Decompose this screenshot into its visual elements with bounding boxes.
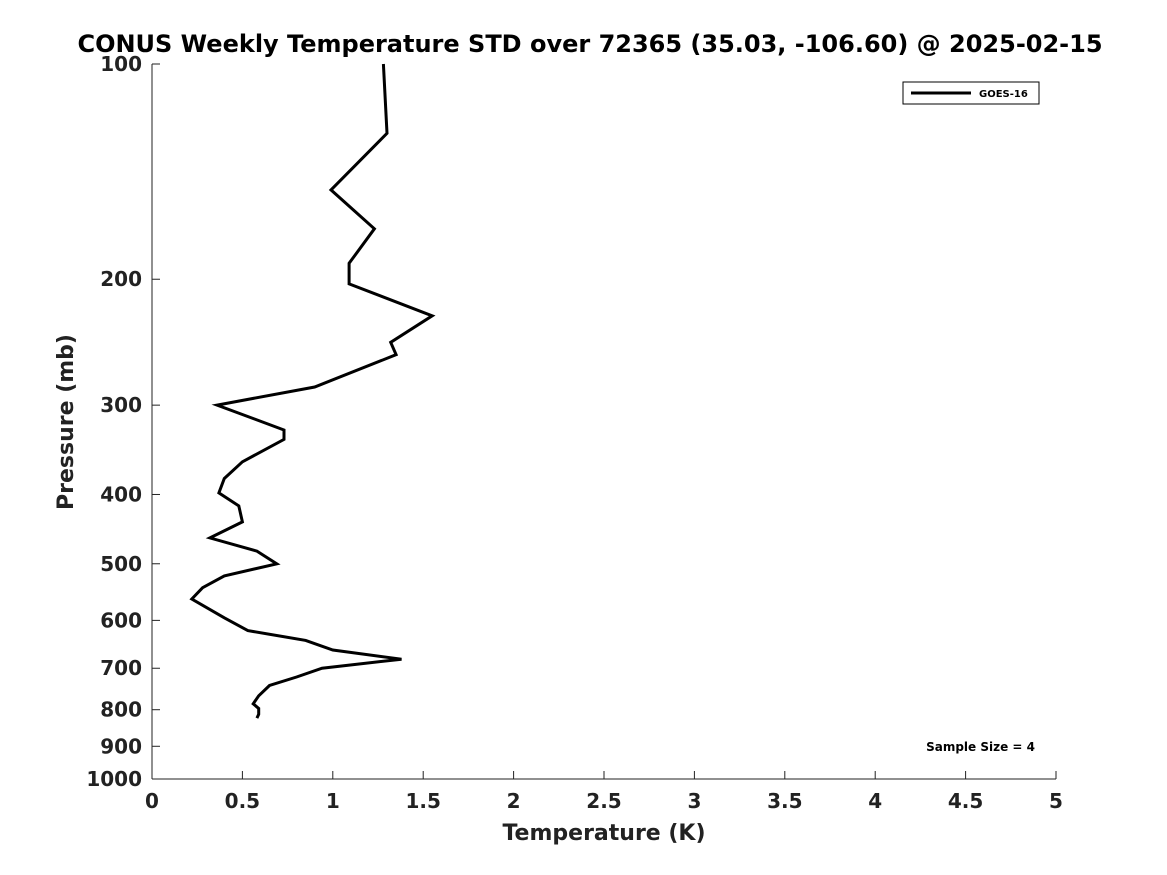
x-tick-label: 0: [145, 789, 159, 813]
y-axis-ticks: 100 200 300 400 500 600 700 800 900 1000: [86, 52, 160, 791]
y-tick-label: 100: [100, 52, 142, 76]
y-tick-label: 500: [100, 552, 142, 576]
x-tick-label: 1: [326, 789, 340, 813]
x-tick-label: 0.5: [225, 789, 260, 813]
x-tick-label: 5: [1049, 789, 1063, 813]
x-tick-label: 3: [687, 789, 701, 813]
y-tick-label: 900: [100, 734, 142, 758]
y-axis-label: Pressure (mb): [54, 334, 79, 510]
x-tick-label: 4: [868, 789, 882, 813]
chart-title: CONUS Weekly Temperature STD over 72365 …: [77, 30, 1102, 58]
y-tick-label: 700: [100, 656, 142, 680]
x-tick-label: 2: [507, 789, 521, 813]
y-tick-label: 200: [100, 267, 142, 291]
series-layer: [189, 63, 436, 719]
y-tick-label: 800: [100, 698, 142, 722]
y-tick-label: 1000: [86, 767, 142, 791]
y-tick-label: 300: [100, 393, 142, 417]
x-tick-label: 4.5: [948, 789, 983, 813]
legend: GOES-16: [902, 81, 1040, 105]
sample-size-annotation: Sample Size = 4: [926, 740, 1035, 754]
series-line-goes-16: [189, 63, 436, 719]
y-tick-label: 600: [100, 608, 142, 632]
x-tick-label: 1.5: [405, 789, 440, 813]
axes: [151, 64, 1056, 780]
x-tick-label: 3.5: [767, 789, 802, 813]
legend-label-goes-16: GOES-16: [979, 89, 1028, 100]
x-axis-label: Temperature (K): [502, 821, 705, 846]
y-tick-label: 400: [100, 482, 142, 506]
x-axis-ticks: 0 0.5 1 1.5 2 2.5 3 3.5 4 4.5 5: [145, 771, 1063, 813]
x-tick-label: 2.5: [586, 789, 621, 813]
